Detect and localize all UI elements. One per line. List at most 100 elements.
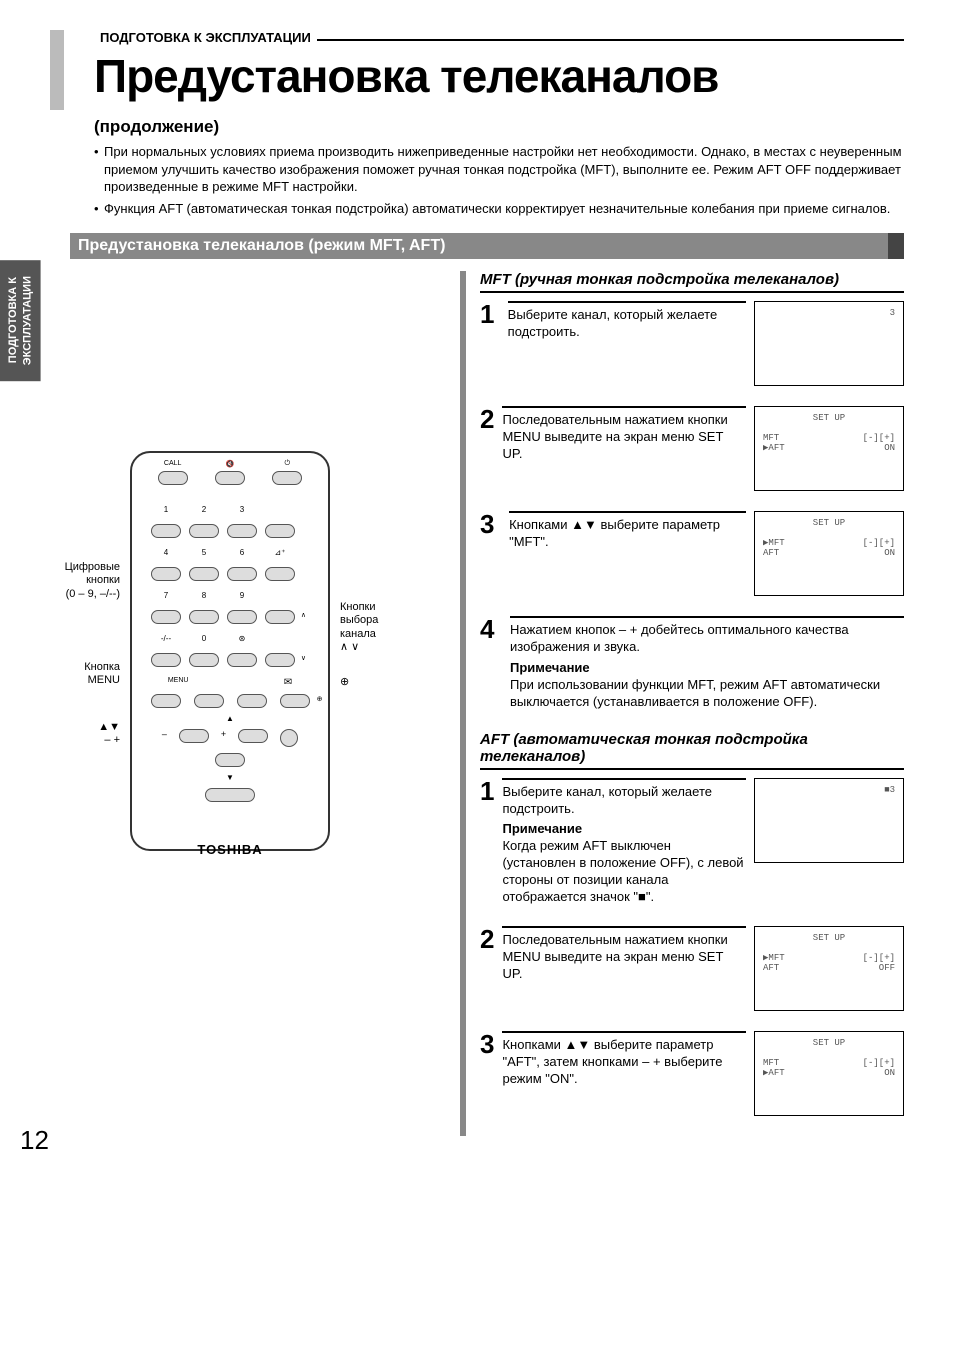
subtitle: (продолжение) (94, 117, 904, 137)
remote-ent (227, 653, 257, 667)
num-label: -/-- (161, 634, 171, 643)
callout-channel-keys: Кнопкивыбораканала∧ ∨ (340, 601, 410, 654)
section-header: Предустановка телеканалов (режим MFT, AF… (70, 233, 904, 259)
remote-ch-up: ∧ (265, 610, 295, 624)
osd-r: ON (884, 1068, 895, 1078)
osd-l: ▶MFT (763, 953, 785, 963)
step-number: 3 (480, 511, 501, 596)
num-label: 5 (202, 548, 206, 557)
osd-r: OFF (879, 963, 895, 973)
intro-bullets: При нормальных условиях приема производи… (94, 143, 904, 217)
osd-l: AFT (763, 963, 779, 973)
step-text: Выберите канал, который желаете подстрои… (502, 778, 746, 818)
num-label: 4 (164, 548, 168, 557)
osd-l: ▶MFT (763, 538, 785, 548)
aft-heading: AFT (автоматическая тонкая подстройка те… (480, 731, 904, 770)
osd-r: [-][+] (863, 538, 895, 548)
osd-title: SET UP (763, 518, 895, 528)
remote-num-9 (227, 610, 257, 624)
num-label: 6 (240, 548, 244, 557)
num-label: 2 (202, 505, 206, 514)
num-label: 1 (164, 505, 168, 514)
remote-btn-mute: 🔇 (215, 471, 245, 485)
bullet-item: Функция AFT (автоматическая тонкая подст… (94, 200, 904, 218)
step-text: Последовательным нажатием кнопки MENU вы… (502, 406, 746, 463)
step-text: Нажатием кнопок – + добейтесь оптимально… (510, 616, 904, 656)
osd-line: ■3 (763, 785, 895, 795)
osd-screen: ■3 (754, 778, 904, 863)
remote-num-0 (189, 653, 219, 667)
instructions-column: MFT (ручная тонкая подстройка телеканало… (460, 271, 904, 1136)
remote-bottom (205, 788, 255, 802)
osd-screen: SET UP MFT [-][+] ▶AFT ON (754, 1031, 904, 1116)
osd-title: SET UP (763, 413, 895, 423)
step-number: 4 (480, 616, 502, 710)
osd-r: [-][+] (863, 953, 895, 963)
remote-right (238, 729, 268, 743)
step-number: 3 (480, 1031, 494, 1116)
step-number: 2 (480, 926, 494, 1011)
aft-step-2: 2 Последовательным нажатием кнопки MENU … (480, 926, 904, 1011)
osd-l: ▶AFT (763, 1068, 785, 1078)
mute-icon: 🔇 (226, 460, 235, 468)
remote-brand: TOSHIBA (144, 842, 316, 857)
step-number: 1 (480, 778, 494, 906)
remote-up (194, 694, 224, 708)
remote-num-3 (227, 524, 257, 538)
aft-step-3: 3 Кнопками ▲▼ выберите параметр "AFT", з… (480, 1031, 904, 1116)
osd-l: MFT (763, 1058, 779, 1068)
minus-icon: – (162, 729, 167, 747)
step-text: Кнопками ▲▼ выберите параметр "MFT". (509, 511, 746, 551)
remote-dash (151, 653, 181, 667)
osd-r: [-][+] (863, 1058, 895, 1068)
page-number: 12 (20, 1125, 49, 1156)
osd-title: SET UP (763, 1038, 895, 1048)
kicker-rule (317, 33, 904, 41)
remote-num-2 (189, 524, 219, 538)
callout-enter-key: ⊕ (340, 676, 370, 689)
mft-step-4: 4 Нажатием кнопок – + добейтесь оптималь… (480, 616, 904, 710)
side-tab: ПОДГОТОВКА КЭКСПЛУАТАЦИИ (0, 260, 41, 381)
callout-arrow-keys: ▲▼– + (70, 721, 120, 747)
remote-btn-power: ⏻ (272, 471, 302, 485)
ch-down-icon: ∨ (301, 654, 306, 662)
osd-screen: SET UP ▶MFT[-][+] AFTOFF (754, 926, 904, 1011)
callout-menu-key: КнопкаMENU (50, 661, 120, 687)
remote-num-7 (151, 610, 181, 624)
remote-btn-call: CALL (158, 471, 188, 485)
power-icon: ⏻ (285, 460, 291, 468)
bullet-item: При нормальных условиях приема производи… (94, 143, 904, 196)
remote-control: CALL 🔇 ⏻ 123 456⊿⁺ 789 ∧ -/--0⊛ ∨ (130, 451, 330, 851)
num-label: 9 (240, 591, 244, 600)
note-text: Когда режим AFT выключен (установлен в п… (502, 838, 743, 904)
num-label: 8 (202, 591, 206, 600)
num-label: 3 (240, 505, 244, 514)
osd-screen: 3 (754, 301, 904, 386)
num-label: ⊿⁺ (275, 548, 286, 557)
remote-mute2 (280, 729, 298, 747)
osd-r: ON (884, 548, 895, 558)
down-arrow-icon: ▼ (226, 773, 234, 782)
note-label: Примечание (510, 660, 904, 677)
osd-r: [-][+] (863, 433, 895, 443)
callout-digital-keys: Цифровыекнопки(0 – 9, –/--) (50, 561, 120, 601)
remote-vol (265, 524, 295, 538)
remote-left (179, 729, 209, 743)
step-text: Последовательным нажатием кнопки MENU вы… (502, 926, 746, 983)
page-title: Предустановка телеканалов (94, 49, 904, 103)
osd-l: AFT (763, 548, 779, 558)
osd-l: MFT (763, 433, 779, 443)
remote-illustration-column: Цифровыекнопки(0 – 9, –/--) КнопкаMENU ▲… (70, 271, 440, 1136)
remote-extra (237, 694, 267, 708)
remote-num-6 (227, 567, 257, 581)
osd-screen: SET UP MFT[-][+] ▶AFTON (754, 406, 904, 491)
kicker: ПОДГОТОВКА К ЭКСПЛУАТАЦИИ (100, 30, 317, 45)
note-label: Примечание (502, 821, 746, 838)
num-label: ⊛ (239, 634, 246, 643)
step-text: Кнопками ▲▼ выберите параметр "AFT", зат… (502, 1031, 746, 1088)
step-number: 1 (480, 301, 500, 386)
note-text: При использовании функции MFT, режим AFT… (510, 677, 880, 709)
aft-step-1: 1 Выберите канал, который желаете подстр… (480, 778, 904, 906)
mail-icon: ✉ (284, 677, 292, 688)
enter-icon: ⊕ (317, 695, 323, 703)
